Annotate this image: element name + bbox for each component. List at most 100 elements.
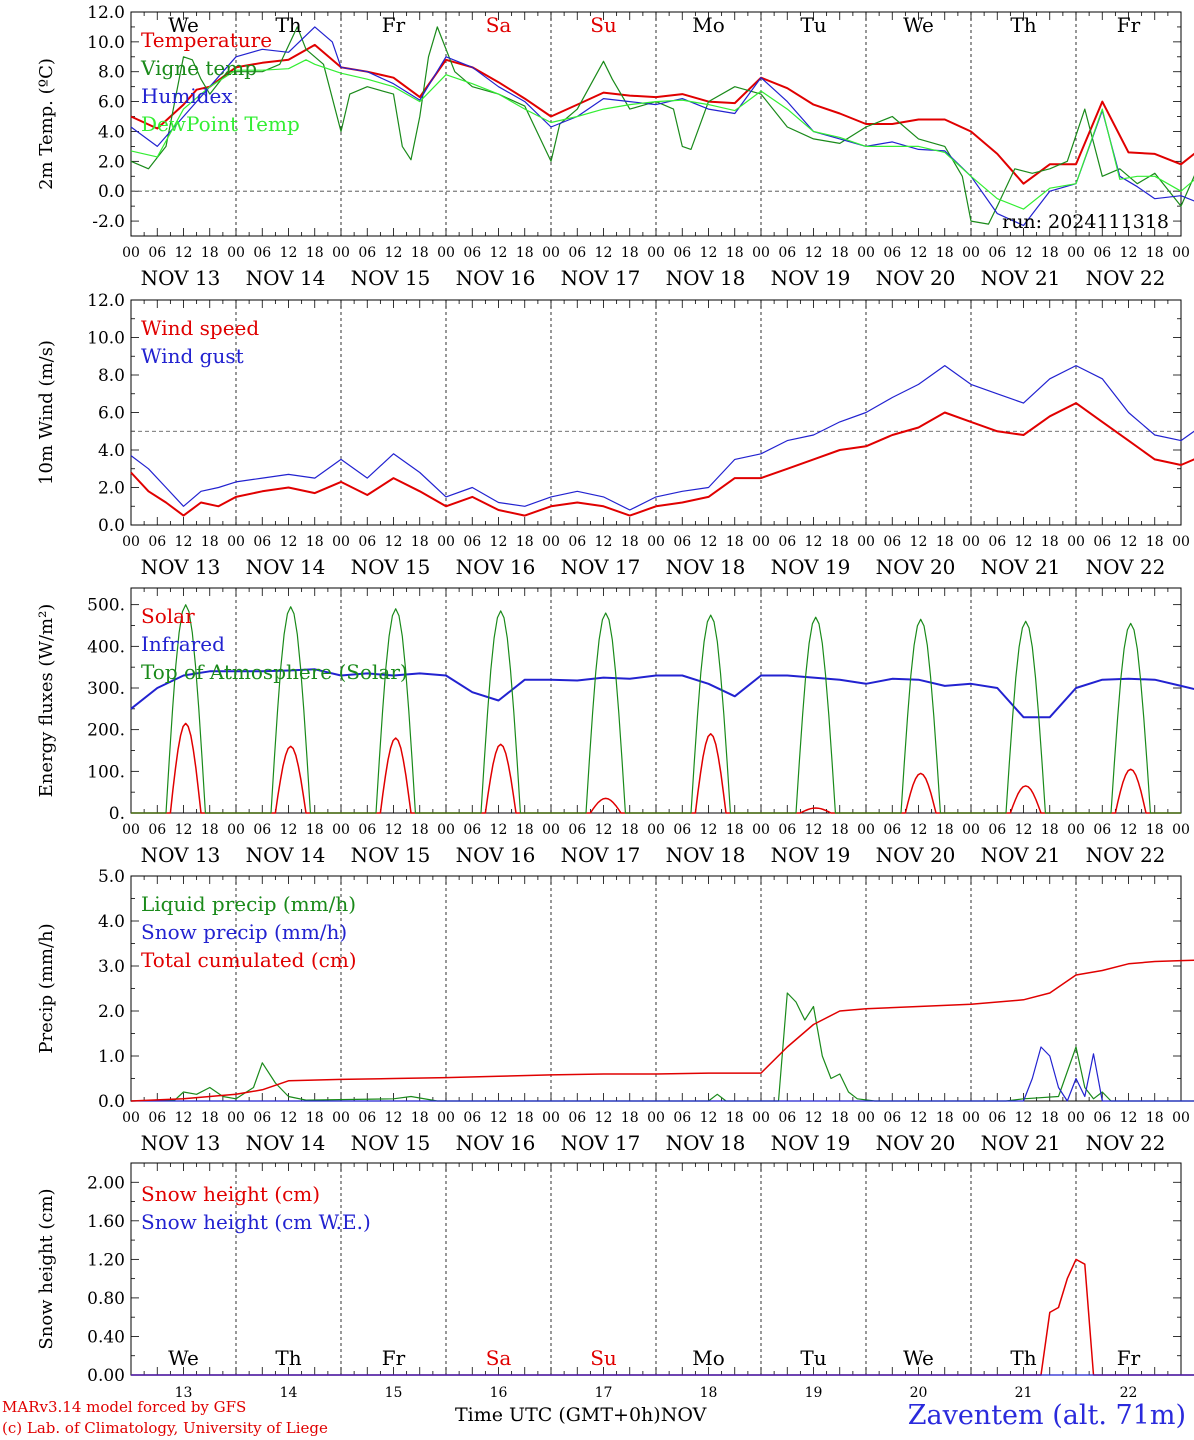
panel-2-hour-label: 18 [1146, 534, 1164, 550]
panel-4-hour-label: 18 [726, 1110, 744, 1126]
x-axis-title-text: Time UTC (GMT+0h) [455, 1404, 661, 1426]
panel-2-date-label: NOV 14 [246, 555, 326, 579]
panel-4-hour-label: 06 [358, 1110, 376, 1126]
panel-1-hour-label: 18 [936, 245, 954, 261]
panel-4-date-label: NOV 15 [351, 1131, 431, 1155]
panel-3-hour-label: 06 [568, 822, 586, 838]
panel-3-y-tick-label: 300. [87, 679, 125, 699]
top-day-name: We [903, 13, 934, 37]
panel-4-hour-label: 00 [1067, 1110, 1085, 1126]
panel-2-y-tick-label: 2.0 [98, 479, 125, 499]
panel-2-hour-label: 12 [280, 534, 298, 550]
top-day-name: Su [590, 13, 617, 37]
bottom-day-name: Th [1010, 1346, 1036, 1370]
panel-4-hour-label: 18 [201, 1110, 219, 1126]
panel-2-hour-label: 18 [726, 534, 744, 550]
bottom-day-name: Su [590, 1346, 617, 1370]
panel-3-date-label: NOV 22 [1086, 843, 1166, 867]
panel-4-hour-label: 00 [962, 1110, 980, 1126]
panel-2-hour-label: 00 [437, 534, 455, 550]
panel-4-y-tick-label: 1.0 [98, 1047, 125, 1067]
panel-3-y-tick-label: 400. [87, 637, 125, 657]
panel-1-date-label: NOV 14 [246, 266, 326, 290]
panel-2-hour-label: 00 [332, 534, 350, 550]
panel-1-hour-label: 00 [857, 245, 875, 261]
panel-5-y-tick-label: 0.40 [87, 1327, 125, 1347]
panel-4-hour-label: 00 [647, 1110, 665, 1126]
panel-4-hour-label: 12 [1015, 1110, 1033, 1126]
panel-2-hour-label: 18 [516, 534, 534, 550]
panel-3-y-axis-label: Energy fluxes (W/m²) [36, 604, 57, 798]
panel-4-legend-3: Total cumulated (cm) [141, 948, 357, 972]
station-name: Zaventem (alt. 71m) [907, 1400, 1186, 1431]
panel-3-legend-2: Infrared [141, 632, 225, 656]
panel-1-hour-label: 18 [516, 245, 534, 261]
panel-3-y-tick-label: 100. [87, 762, 125, 782]
top-day-name: Sa [486, 13, 512, 37]
panel-3-hour-label: 18 [306, 822, 324, 838]
panel-4-hour-label: 06 [673, 1110, 691, 1126]
panel-2-hour-label: 18 [411, 534, 429, 550]
panel-3-hour-label: 00 [647, 822, 665, 838]
bottom-day-number: 16 [490, 1385, 508, 1401]
panel-2-hour-label: 00 [1067, 534, 1085, 550]
panel-2-date-label: NOV 22 [1086, 555, 1166, 579]
panel-2-hour-label: 06 [148, 534, 166, 550]
panel-1-hour-label: 06 [148, 245, 166, 261]
panel-2-hour-label: 06 [463, 534, 481, 550]
panel-3-hour-label: 06 [673, 822, 691, 838]
panel-3-legend-1: Solar [141, 604, 195, 628]
panel-1-hour-label: 12 [1015, 245, 1033, 261]
panel-4-hour-label: 18 [936, 1110, 954, 1126]
top-day-name: We [168, 13, 199, 37]
panel-1-legend-1: Temperature [141, 28, 272, 52]
panel-3-hour-label: 12 [385, 822, 403, 838]
panel-1-y-tick-label: 10.0 [87, 33, 125, 53]
panel-2-hour-label: 18 [1041, 534, 1059, 550]
panel-4-y-tick-label: 5.0 [98, 867, 125, 887]
bottom-day-number: 13 [175, 1385, 193, 1401]
panel-4-hour-label: 12 [805, 1110, 823, 1126]
panel-1-hour-label: 12 [595, 245, 613, 261]
bottom-day-name: Th [275, 1346, 301, 1370]
panel-1-hour-label: 12 [1120, 245, 1138, 261]
panel-2-frame [130, 299, 1182, 526]
panel-3-hour-label: 18 [936, 822, 954, 838]
panel-2-hour-label: 00 [227, 534, 245, 550]
panel-4-y-tick-label: 4.0 [98, 912, 125, 932]
panel-3-hour-label: 00 [1067, 822, 1085, 838]
panel-1-hour-label: 00 [122, 245, 140, 261]
panel-3-hour-label: 12 [700, 822, 718, 838]
panel-2-y-tick-label: 12.0 [87, 291, 125, 311]
panel-2-hour-label: 12 [700, 534, 718, 550]
panel-3-hour-label: 06 [883, 822, 901, 838]
panel-1-y-tick-label: 12.0 [87, 3, 125, 23]
panel-1-hour-label: 06 [673, 245, 691, 261]
panel-2-hour-label: 18 [621, 534, 639, 550]
panel-1-y-tick-label: 0.0 [98, 182, 125, 202]
panel-1-date-label: NOV 15 [351, 266, 431, 290]
bottom-day-name: Mo [692, 1346, 725, 1370]
panel-3-date-label: NOV 21 [981, 843, 1061, 867]
panel-1-date-label: NOV 16 [456, 266, 536, 290]
panel-5-legend-2: Snow height (cm W.E.) [141, 1210, 371, 1234]
panel-3-date-label: NOV 17 [561, 843, 641, 867]
panel-4-hour-label: 12 [700, 1110, 718, 1126]
panel-2-hour-label: 12 [175, 534, 193, 550]
panel-1-hour-label: 00 [1067, 245, 1085, 261]
panel-1-date-label: NOV 19 [771, 266, 851, 290]
panel-1-y-tick-label: 4.0 [98, 122, 125, 142]
panel-1-date-label: NOV 21 [981, 266, 1061, 290]
panel-4-legend-1: Liquid precip (mm/h) [141, 892, 356, 916]
panel-2-hour-label: 12 [1015, 534, 1033, 550]
panel-3-hour-label: 12 [910, 822, 928, 838]
panel-4-hour-label: 12 [385, 1110, 403, 1126]
bottom-day-name: Tu [800, 1346, 826, 1370]
bottom-day-name: Sa [486, 1346, 512, 1370]
model-credit: MARv3.14 model forced by GFS [2, 1398, 247, 1416]
panel-3-date-label: NOV 20 [876, 843, 956, 867]
panel-4-date-label: NOV 13 [141, 1131, 221, 1155]
panel-4-hour-label: 06 [988, 1110, 1006, 1126]
panel-4-hour-label: 12 [910, 1110, 928, 1126]
